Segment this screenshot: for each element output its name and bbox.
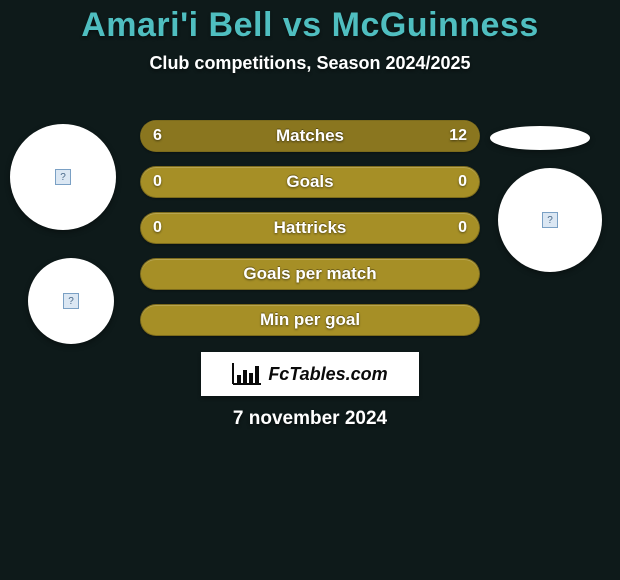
left-player-avatar: ? bbox=[10, 124, 116, 230]
logo-text: FcTables.com bbox=[268, 364, 387, 385]
left-club-avatar: ? bbox=[28, 258, 114, 344]
right-player-oval bbox=[490, 126, 590, 150]
image-placeholder-icon: ? bbox=[542, 212, 558, 228]
stat-label: Hattricks bbox=[141, 213, 479, 243]
stat-label: Matches bbox=[141, 121, 479, 151]
stat-row: Min per goal bbox=[140, 304, 480, 336]
stats-panel: Matches612Goals00Hattricks00Goals per ma… bbox=[140, 120, 480, 350]
stat-label: Min per goal bbox=[141, 305, 479, 335]
stat-value-right: 0 bbox=[458, 167, 467, 197]
subtitle: Club competitions, Season 2024/2025 bbox=[0, 53, 620, 74]
fctables-logo: FcTables.com bbox=[201, 352, 419, 396]
bar-chart-icon bbox=[232, 363, 262, 385]
right-club-avatar: ? bbox=[498, 168, 602, 272]
page-title: Amari'i Bell vs McGuinness bbox=[0, 0, 620, 45]
stat-row: Hattricks0 0 bbox=[140, 212, 480, 244]
image-placeholder-icon: ? bbox=[55, 169, 71, 185]
stat-label: Goals per match bbox=[141, 259, 479, 289]
stat-label: Goals bbox=[141, 167, 479, 197]
stat-row: Goals per match bbox=[140, 258, 480, 290]
stat-value-right: 0 bbox=[458, 213, 467, 243]
image-placeholder-icon: ? bbox=[63, 293, 79, 309]
stat-row: Goals0 0 bbox=[140, 166, 480, 198]
date-label: 7 november 2024 bbox=[0, 408, 620, 430]
stat-value-left: 0 bbox=[153, 213, 162, 243]
infographic-container: Amari'i Bell vs McGuinness Club competit… bbox=[0, 0, 620, 580]
stat-value-left: 0 bbox=[153, 167, 162, 197]
stat-row: Matches6 12 bbox=[140, 120, 480, 152]
stat-value-right: 12 bbox=[449, 121, 467, 151]
stat-value-left: 6 bbox=[153, 121, 162, 151]
